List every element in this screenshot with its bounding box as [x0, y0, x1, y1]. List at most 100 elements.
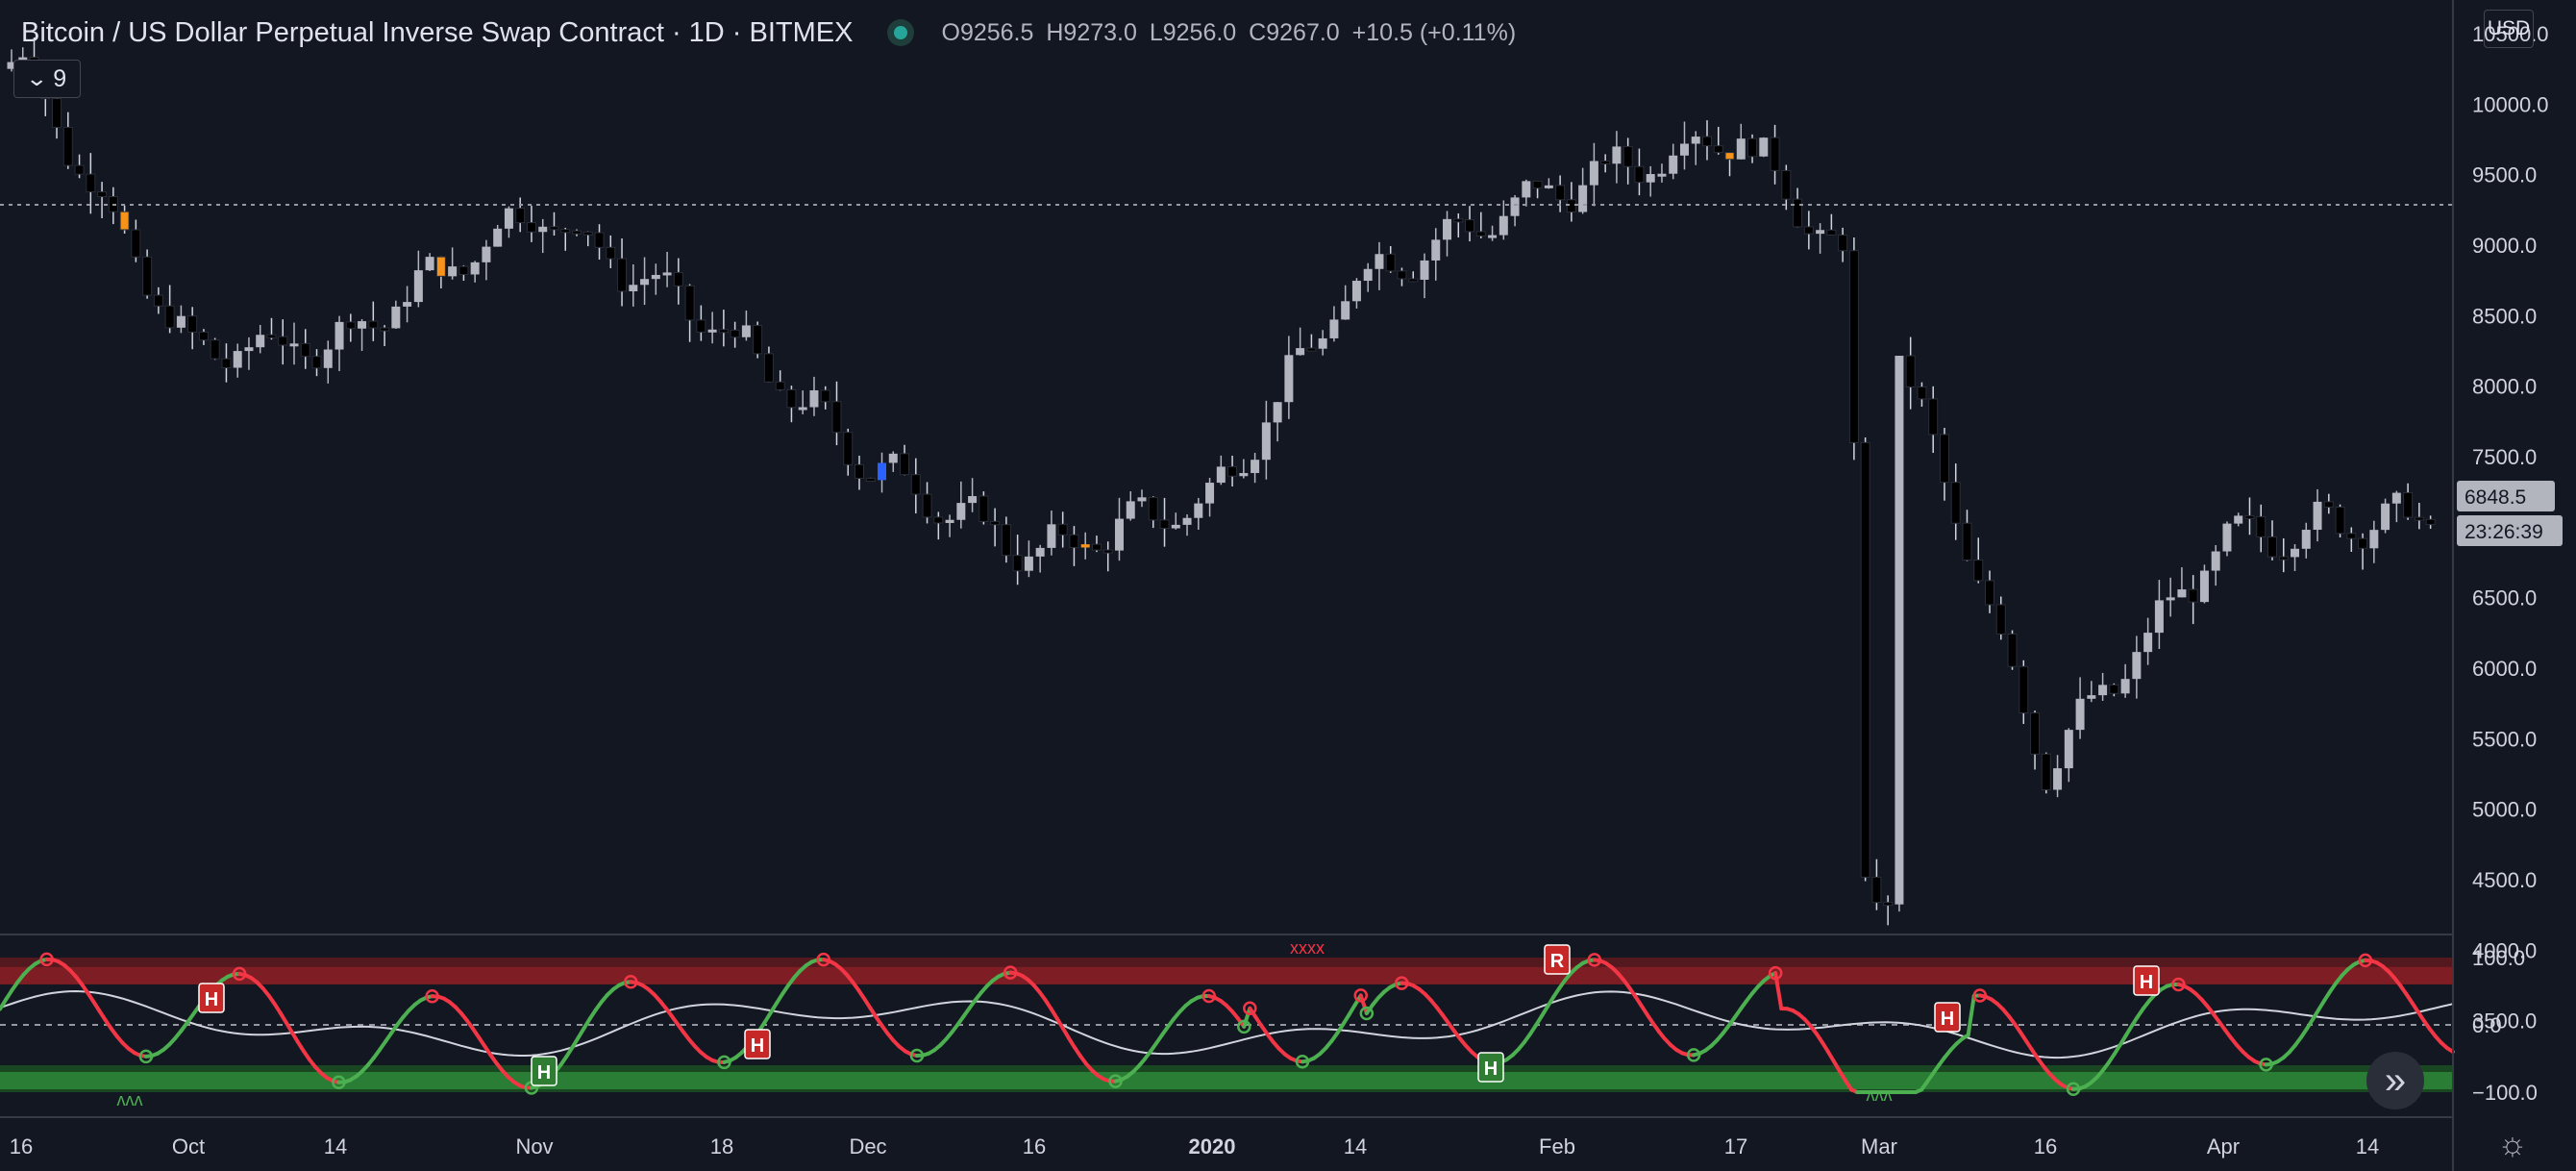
candle-body [673, 271, 683, 287]
candle-body [1261, 422, 1271, 461]
candle-body [2301, 530, 2311, 549]
candle-body [2234, 515, 2243, 524]
price-axis[interactable]: 10500.0 10000.0 9500.0 9000.0 8500.0 8000.0 75… [2472, 22, 2549, 1034]
candle-body [753, 324, 763, 355]
candle-body [1803, 226, 1814, 235]
candle-body [888, 453, 898, 463]
extreme-marker-bottom: ʌʌʌ [117, 1090, 143, 1109]
candle-body [978, 495, 989, 522]
candle-body [990, 520, 1001, 526]
signal-badge-label: H [205, 989, 218, 1010]
time-axis-label: 14 [2356, 1134, 2379, 1159]
price-axis-label: 6000.0 [2472, 657, 2537, 681]
indicator-count: 9 [53, 64, 67, 92]
candle-body [1126, 501, 1135, 519]
time-axis[interactable]: 16 Oct 14 Nov 18 Dec 16 2020 14 Feb 17 Mar 16 Apr 14 [10, 1134, 2379, 1159]
turning-point-marker [717, 1055, 731, 1070]
turning-point-marker [2066, 1082, 2081, 1097]
oscillator-segment [1242, 1006, 1252, 1029]
turning-point-marker [332, 1075, 346, 1090]
candle-body [1532, 180, 1543, 189]
candle-body [493, 228, 503, 247]
indicators-toggle-button[interactable]: ⌄ 9 [13, 60, 81, 98]
candle-body [1962, 522, 1972, 561]
signal-badge-label: H [751, 1035, 764, 1057]
chart-settings-button[interactable]: ☼ [2495, 1126, 2530, 1162]
candle-body [1848, 250, 1859, 443]
candle-body [300, 342, 310, 358]
candle-body [878, 462, 887, 481]
price-axis-label: 9000.0 [2472, 234, 2537, 258]
candle-body [1928, 398, 1939, 436]
candle-body [1860, 441, 1870, 878]
candle-body [1985, 580, 1994, 606]
candle-body [1069, 534, 1079, 548]
overbought-band [0, 966, 2453, 984]
candle-body [696, 319, 706, 333]
candle-body [1555, 185, 1566, 201]
candle-body [1284, 355, 1294, 403]
price-axis-label: 10000.0 [2472, 92, 2549, 116]
currency-button[interactable]: USD [2484, 10, 2534, 48]
price-axis-label: 4500.0 [2472, 868, 2537, 892]
candle-body [368, 320, 379, 329]
candle-body [2041, 753, 2051, 790]
signal-badge-label: H [537, 1062, 551, 1084]
candle-body [865, 478, 876, 483]
last-price-tag-bg [2457, 481, 2555, 511]
candle-body [741, 325, 751, 337]
candle-body [187, 315, 198, 333]
time-axis-label: 16 [1023, 1134, 1046, 1159]
candle-body [380, 327, 390, 332]
candle-body [775, 381, 785, 390]
candle-body [1431, 239, 1441, 261]
oversold-band [0, 1072, 2453, 1089]
candle-body [413, 270, 423, 303]
turning-point-marker [1359, 1006, 1375, 1021]
market-status-icon[interactable] [887, 19, 915, 46]
candle-body [1148, 496, 1158, 521]
symbol-title[interactable]: Bitcoin / US Dollar Perpetual Inverse Sw… [21, 16, 854, 48]
candle-body [2030, 712, 2041, 755]
candle-body [176, 315, 186, 328]
signal-badge [744, 1029, 771, 1059]
candle-body [1114, 518, 1124, 551]
oscillator-axis[interactable]: 100.0 0.0 −100.0 [2472, 946, 2538, 1105]
signal-badge [531, 1056, 557, 1086]
low-label: L [1149, 18, 1163, 46]
turning-point-marker [909, 1048, 925, 1063]
scroll-to-realtime-button[interactable]: » [2366, 1052, 2424, 1109]
high-value: 9273.0 [1063, 18, 1137, 46]
candle-body [1024, 556, 1033, 571]
candle-body [1205, 483, 1215, 504]
price-axis-label: 3500.0 [2472, 1009, 2537, 1034]
candle-body [2166, 597, 2175, 601]
candle-body [1194, 503, 1203, 518]
time-axis-label: Dec [849, 1134, 886, 1159]
candle-body [2007, 634, 2018, 667]
turning-point-marker [425, 988, 439, 1004]
candle-body [2132, 652, 2142, 680]
turning-point-marker [1108, 1074, 1123, 1088]
candle-body [1397, 270, 1407, 280]
candle-body [2358, 537, 2368, 549]
candle-body [1917, 386, 1927, 400]
oscillator-segment [1966, 993, 1976, 1037]
signal-line [0, 989, 2454, 1059]
oscillator-axis-label: −100.0 [2472, 1081, 2538, 1105]
candle-body [1408, 278, 1419, 283]
time-axis-label: 14 [1344, 1134, 1367, 1159]
candle-body [1736, 138, 1746, 160]
close-value: 9267.0 [1266, 18, 1340, 46]
candle-body [1296, 348, 1305, 356]
candle-body [2403, 492, 2414, 518]
candle-body [1227, 465, 1238, 477]
turning-point-marker [1768, 965, 1783, 981]
time-axis-label: Apr [2207, 1134, 2240, 1159]
candle-body [1057, 523, 1068, 536]
candle-body [458, 265, 469, 275]
signal-badge [2133, 965, 2160, 996]
time-axis-label: 16 [2034, 1134, 2057, 1159]
candle-body [52, 98, 62, 128]
